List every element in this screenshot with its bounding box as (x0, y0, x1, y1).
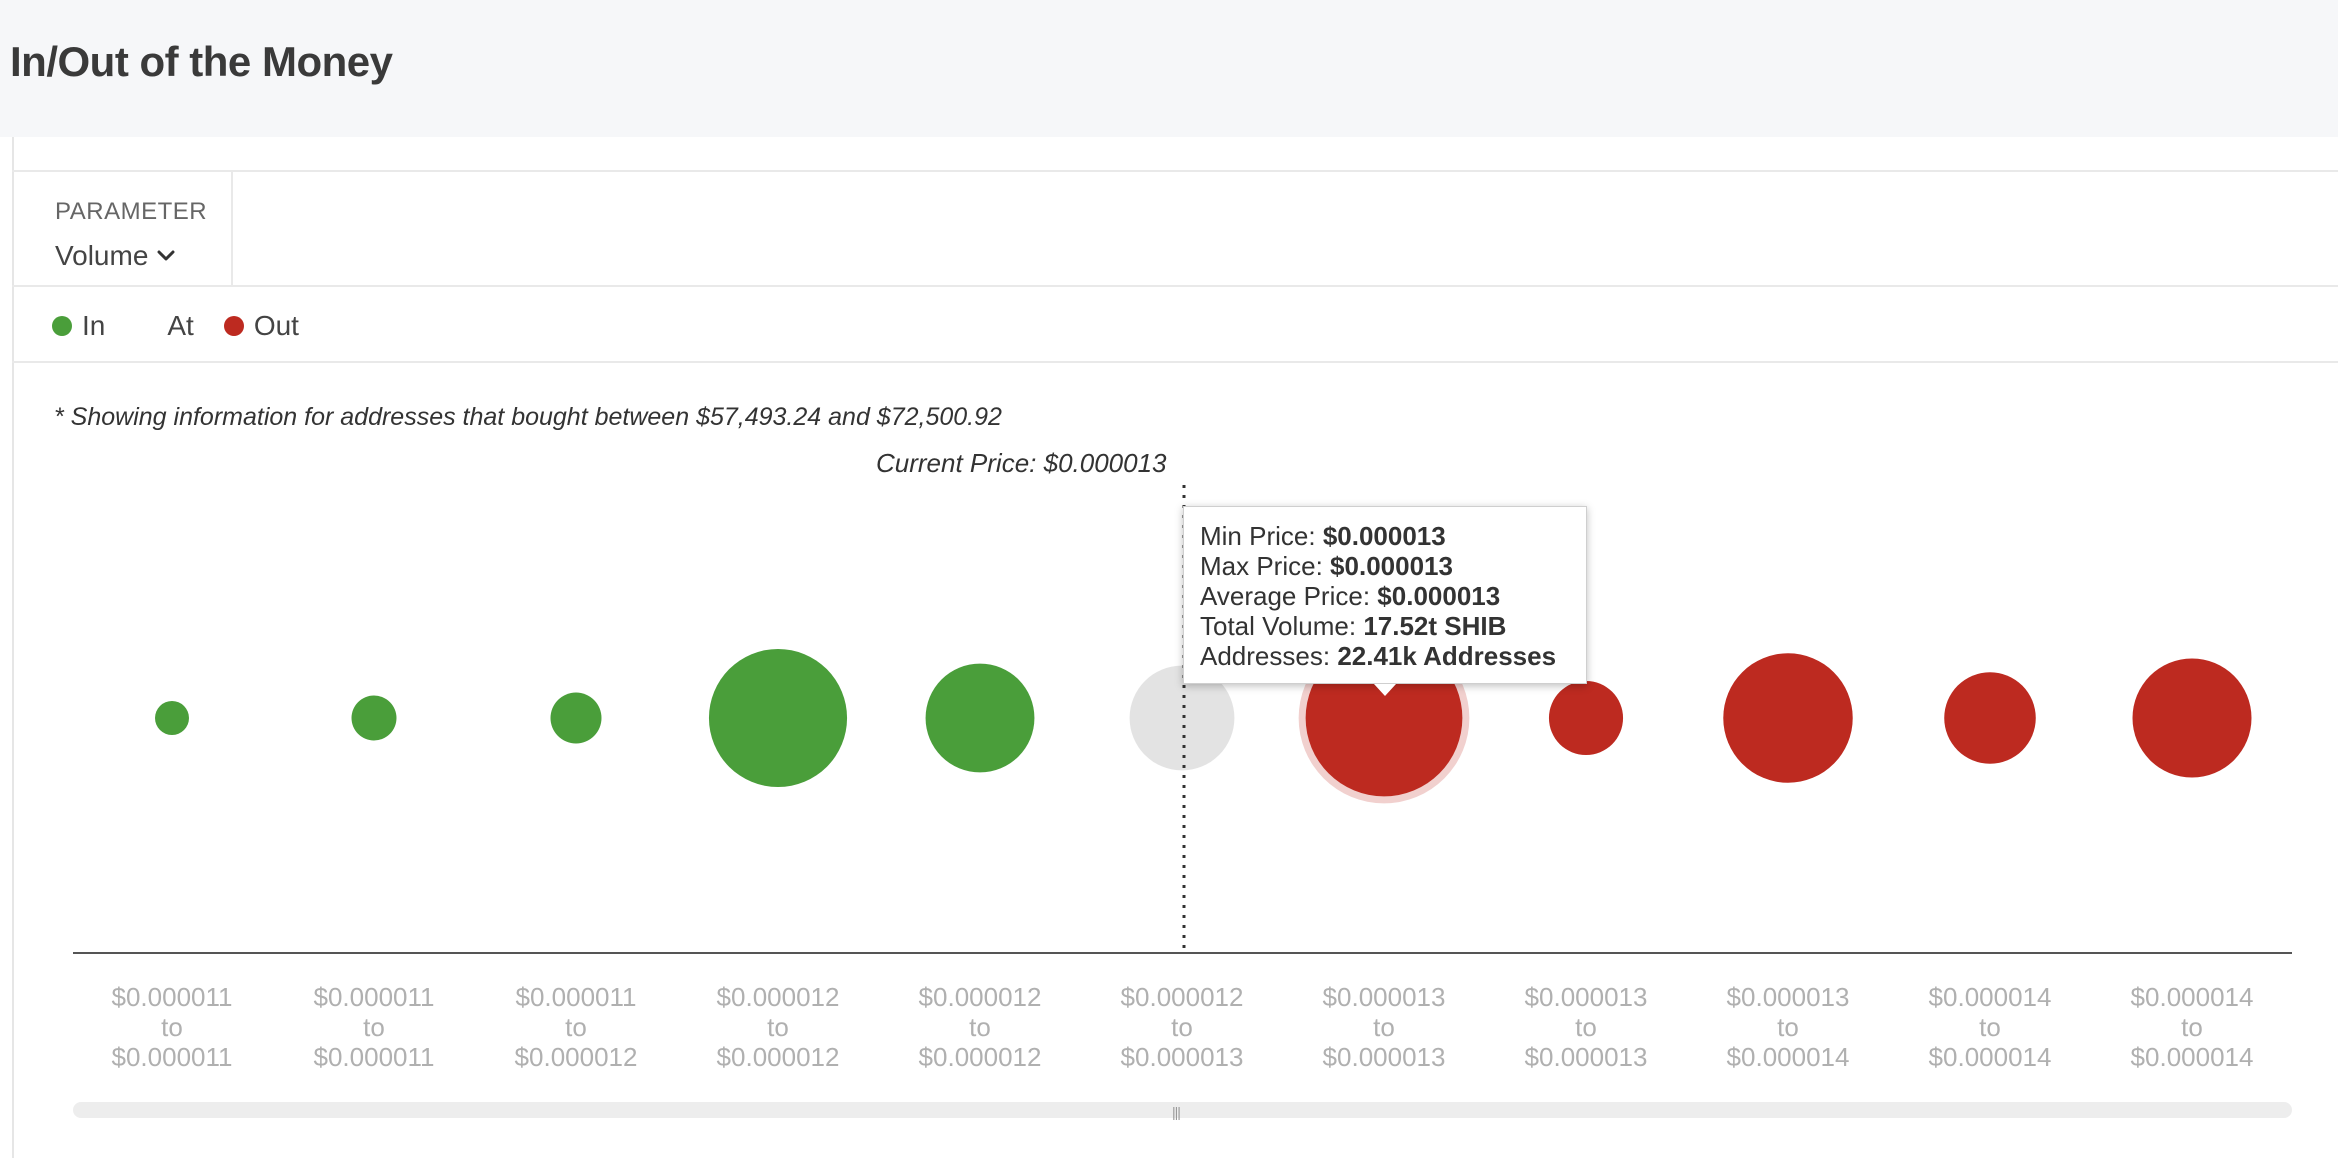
x-tick-label: $0.000012 (919, 1042, 1042, 1072)
page-header: In/Out of the Money (0, 0, 2338, 137)
bubble-out[interactable] (2132, 658, 2252, 778)
x-tick-label: $0.000012 (1121, 982, 1244, 1012)
x-tick-label: $0.000012 (515, 1042, 638, 1072)
x-tick-label: $0.000011 (112, 982, 233, 1012)
x-tick-label: $0.000014 (1929, 1042, 2052, 1072)
x-tick-label: $0.000012 (717, 1042, 840, 1072)
x-tick-label: to (1373, 1012, 1395, 1042)
tooltip-row: Average Price: $0.000013 (1200, 581, 1501, 611)
bubble-in[interactable] (155, 701, 189, 735)
parameter-value: Volume (55, 240, 149, 271)
x-tick-label: $0.000013 (1525, 1042, 1648, 1072)
x-tick-label: to (363, 1012, 385, 1042)
x-tick-label: to (1777, 1012, 1799, 1042)
x-tick-label: $0.000013 (1525, 982, 1648, 1012)
x-tick-label: $0.000013 (1727, 982, 1850, 1012)
bubble-in[interactable] (351, 695, 397, 741)
tooltip-row: Min Price: $0.000013 (1200, 521, 1446, 551)
tooltip-row: Max Price: $0.000013 (1200, 551, 1453, 581)
bubble-in[interactable] (708, 648, 848, 788)
parameter-select[interactable]: Volume (55, 240, 176, 272)
x-tick-label: to (767, 1012, 789, 1042)
x-tick-label: $0.000011 (516, 982, 637, 1012)
bubble-in[interactable] (925, 663, 1035, 773)
legend-item-out[interactable]: Out (223, 310, 299, 342)
x-tick-label: $0.000011 (314, 1042, 435, 1072)
x-tick-label: to (2181, 1012, 2203, 1042)
x-tick-label: $0.000014 (1929, 982, 2052, 1012)
x-tick-label: $0.000014 (2131, 982, 2254, 1012)
tooltip: Min Price: $0.000013 Max Price: $0.00001… (1183, 506, 1587, 684)
legend: In At Out (52, 306, 299, 346)
x-tick-label: to (1979, 1012, 2001, 1042)
tooltip-row: Addresses: 22.41k Addresses (1200, 641, 1557, 671)
x-tick-label: $0.000011 (314, 982, 435, 1012)
page-title: In/Out of the Money (10, 38, 393, 85)
bubble-chart: $0.000011to$0.000011$0.000011to$0.000011… (73, 485, 2292, 1072)
out-dot-icon (223, 316, 244, 336)
in-dot-icon (52, 316, 72, 336)
x-tick-label: $0.000014 (2131, 1042, 2254, 1072)
x-tick-label: $0.000014 (1727, 1042, 1850, 1072)
x-tick-label: to (1575, 1012, 1597, 1042)
legend-label: In (82, 310, 106, 341)
x-tick-label: to (565, 1012, 587, 1042)
horizontal-scrollbar[interactable] (73, 1102, 2292, 1118)
legend-item-at[interactable]: At (167, 310, 193, 342)
divider (12, 170, 2338, 172)
current-price-label: Current Price: $0.000013 (876, 448, 1167, 478)
bubble-at[interactable] (1129, 665, 1235, 771)
divider (231, 171, 233, 285)
tooltip-row: Total Volume: 17.52t SHIB (1200, 611, 1507, 641)
divider (12, 285, 2338, 287)
x-tick-label: $0.000011 (112, 1042, 233, 1072)
scrollbar-grip-icon[interactable]: ||| (1172, 1104, 1181, 1120)
x-tick-label: $0.000012 (919, 982, 1042, 1012)
x-tick-label: $0.000012 (717, 982, 840, 1012)
price-range-note: * Showing information for addresses that… (54, 403, 1002, 431)
tooltip-arrow (1374, 684, 1396, 696)
bubble-out[interactable] (1944, 672, 2036, 764)
x-tick-label: $0.000013 (1121, 1042, 1244, 1072)
x-tick-label: $0.000013 (1323, 982, 1446, 1012)
bubble-in[interactable] (550, 692, 602, 744)
x-tick-label: to (1171, 1012, 1193, 1042)
chart-panel (12, 137, 2338, 1158)
parameter-label: PARAMETER (55, 198, 208, 225)
x-tick-label: to (161, 1012, 183, 1042)
x-tick-label: to (969, 1012, 991, 1042)
bubble-out[interactable] (1723, 653, 1853, 783)
legend-label: At (167, 310, 194, 341)
legend-item-in[interactable]: In (52, 310, 105, 342)
divider (12, 361, 2338, 363)
x-tick-label: $0.000013 (1323, 1042, 1446, 1072)
legend-label: Out (253, 310, 299, 341)
bubble-out[interactable] (1548, 680, 1624, 756)
chevron-down-icon (157, 250, 175, 261)
